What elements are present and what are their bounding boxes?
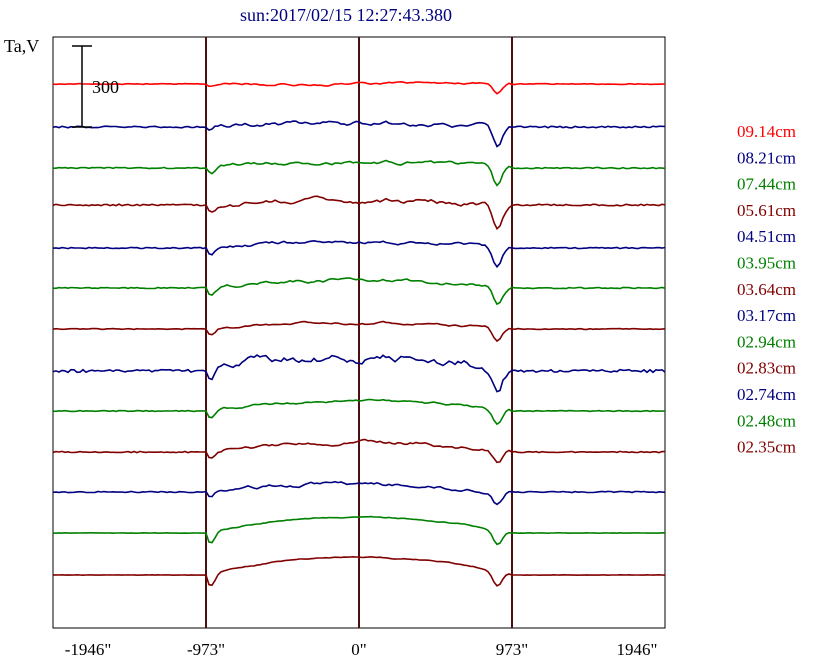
series-line-02.94cm [52, 398, 666, 426]
legend-entry: 02.94cm [737, 332, 796, 351]
legend-entry: 03.95cm [737, 254, 796, 273]
x-tick-label: -973" [187, 640, 225, 659]
legend-entry: 02.35cm [737, 438, 796, 457]
scale-bar-label: 300 [92, 77, 119, 97]
legend: 09.14cm 08.21cm 07.44cm 05.61cm 04.51cm 03.95… [737, 122, 796, 457]
x-tick-label: -1946" [65, 640, 112, 659]
series-line-02.83cm [52, 438, 666, 464]
series-line-02.35cm [52, 555, 666, 587]
series-line-07.44cm [53, 159, 666, 187]
x-tick-label: 0" [351, 640, 366, 659]
legend-entry: 07.44cm [737, 175, 796, 194]
series-line-09.14cm [52, 80, 665, 95]
scale-bar: 300 [72, 45, 119, 128]
series-line-02.74cm [52, 480, 666, 506]
legend-entry: 04.51cm [737, 227, 796, 246]
legend-entry: 09.14cm [737, 122, 796, 141]
series-line-03.95cm [52, 277, 666, 306]
y-axis-label: Ta,V [4, 36, 39, 56]
legend-entry: 02.74cm [737, 385, 796, 404]
legend-entry: 03.64cm [737, 280, 796, 299]
traces-group [52, 80, 666, 587]
series-line-03.64cm [52, 320, 666, 343]
x-tick-label: 1946" [617, 640, 658, 659]
series-line-05.61cm [52, 195, 666, 231]
vertical-reference-lines [205, 37, 513, 628]
legend-entry: 02.48cm [737, 411, 796, 430]
legend-entry: 05.61cm [737, 201, 796, 220]
legend-entry: 08.21cm [737, 148, 796, 167]
series-line-03.17cm [52, 354, 666, 393]
series-line-04.51cm [52, 239, 666, 269]
x-tick-label: 973" [496, 640, 528, 659]
chart-title: sun:2017/02/15 12:27:43.380 [240, 5, 452, 25]
series-line-08.21cm [52, 120, 666, 148]
x-tick-labels: -1946" -973" 0" 973" 1946" [65, 640, 658, 659]
legend-entry: 03.17cm [737, 306, 796, 325]
legend-entry: 02.83cm [737, 359, 796, 378]
series-line-02.48cm [52, 515, 666, 546]
